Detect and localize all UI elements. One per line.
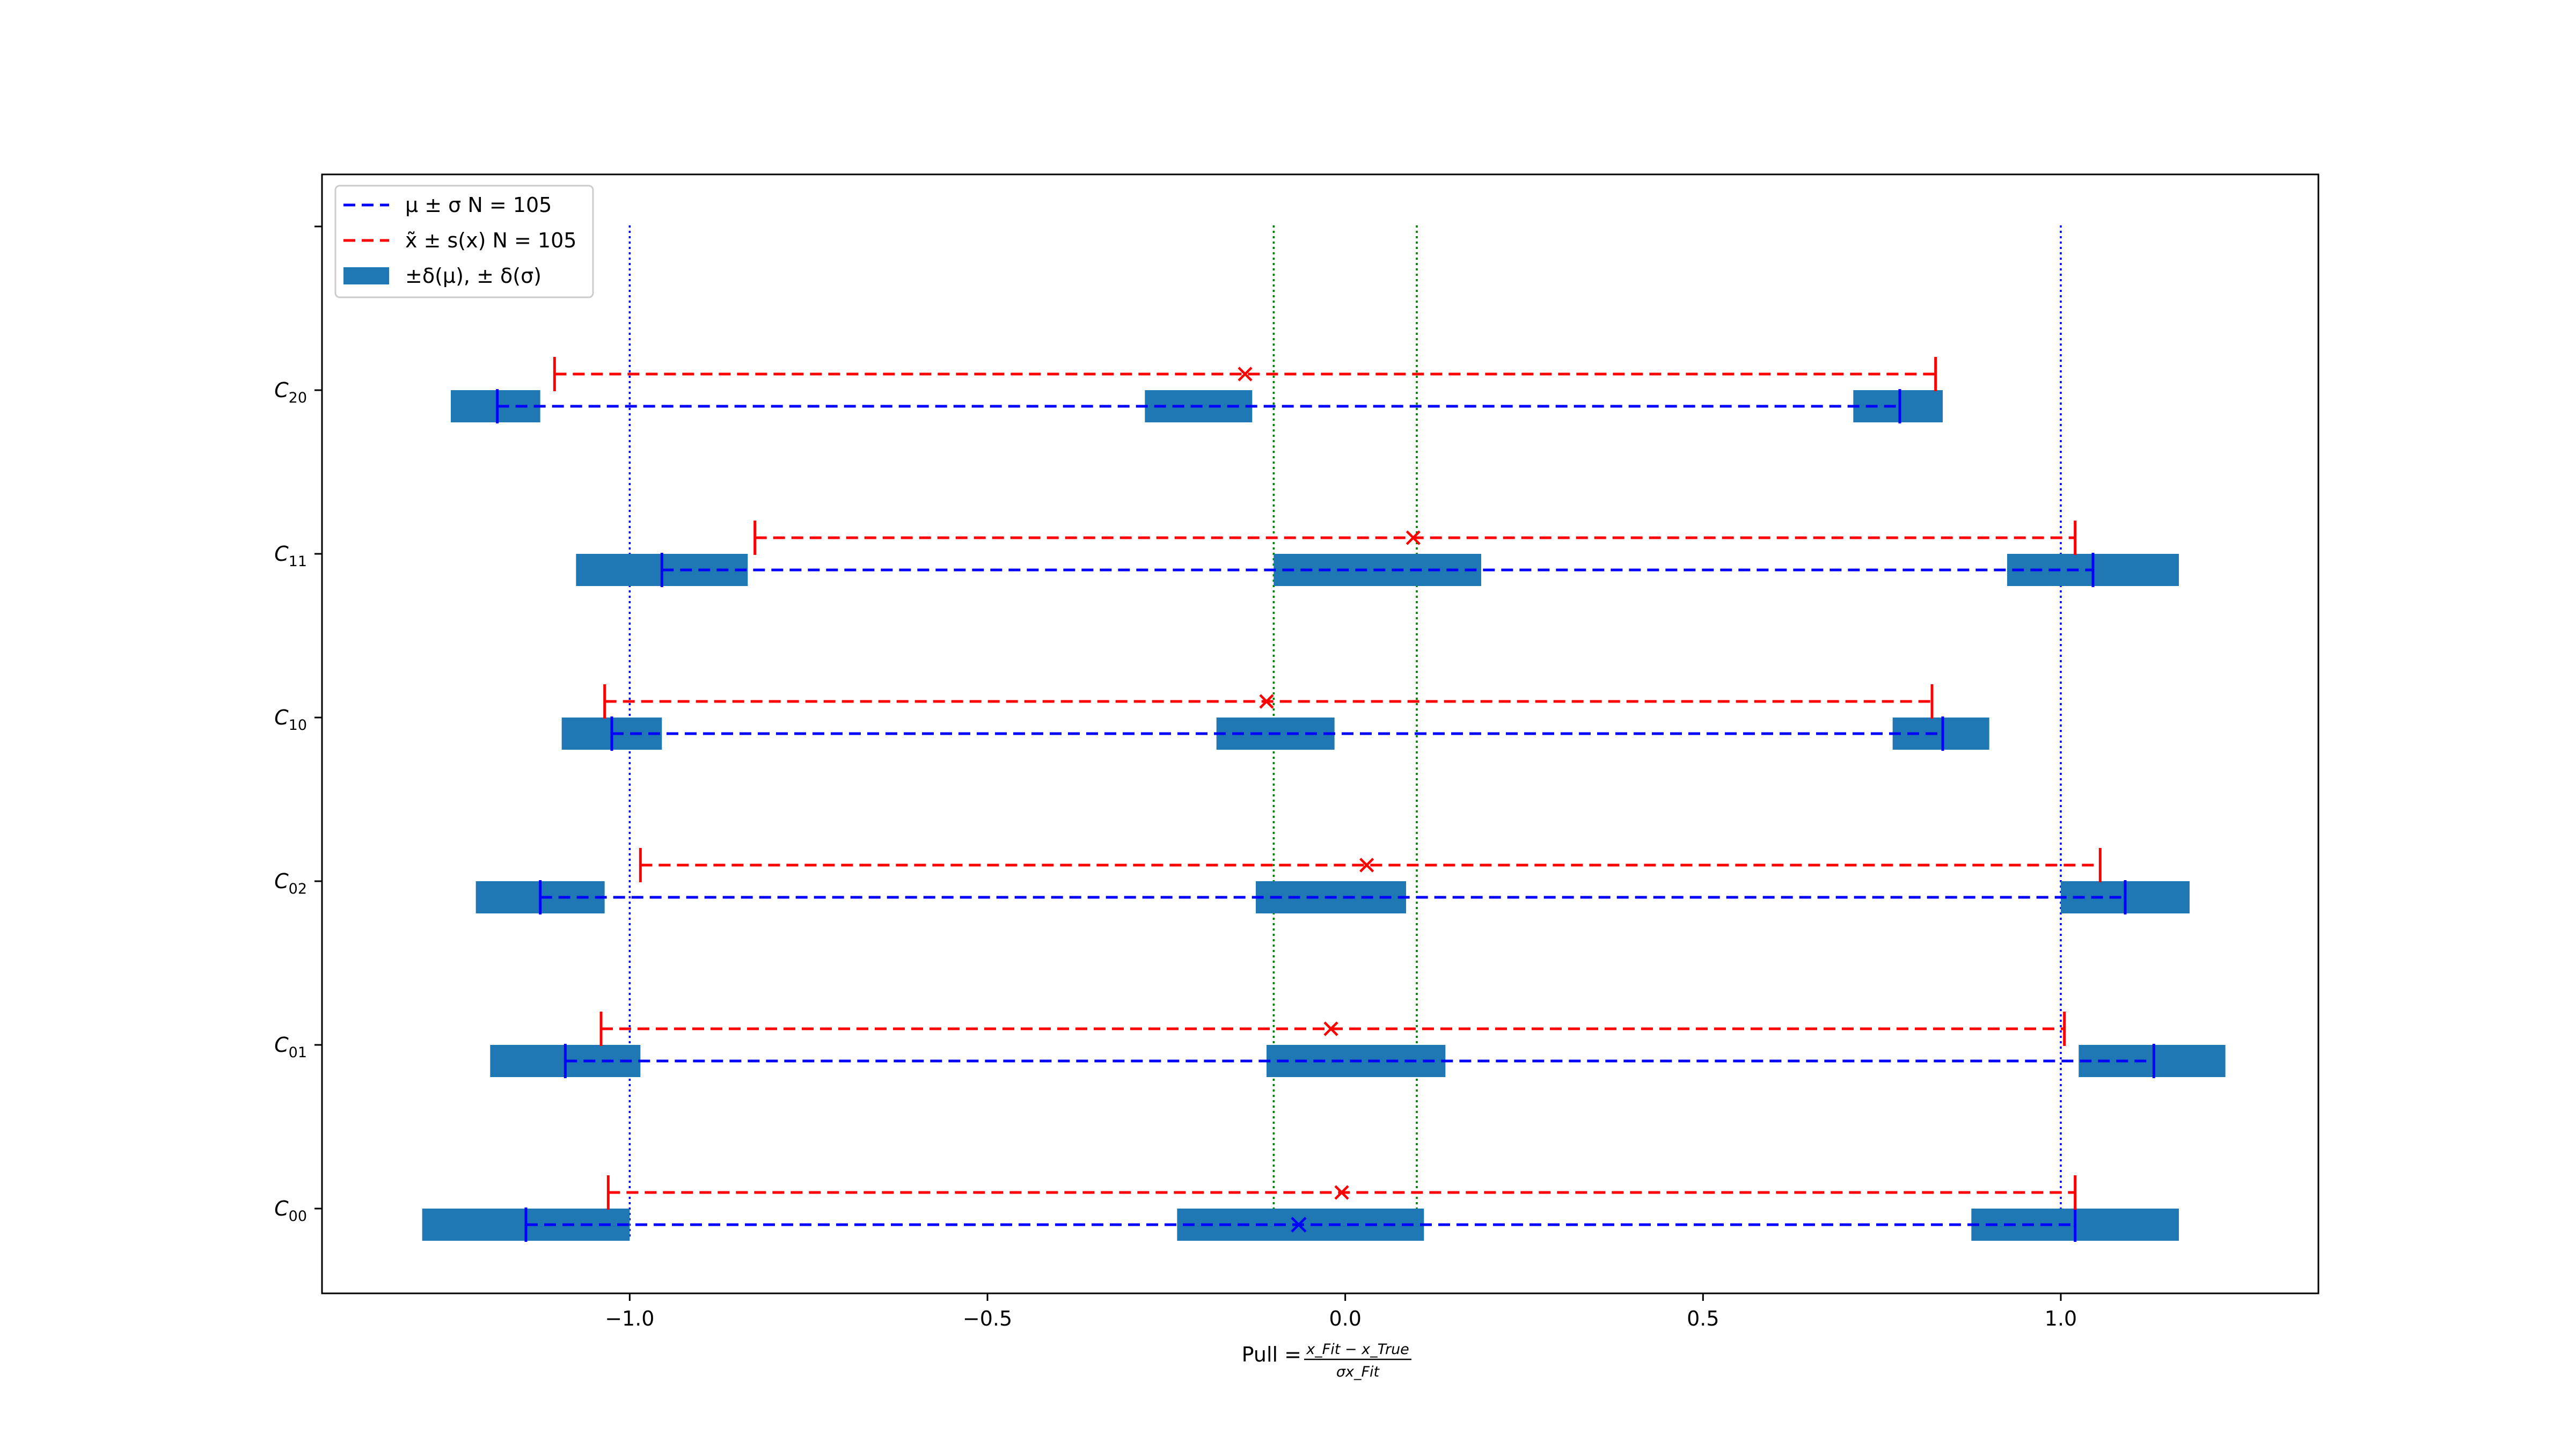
- legend-label: ±δ(μ), ± δ(σ): [405, 264, 541, 288]
- x-label-numerator: x_Fit − x_True: [1306, 1341, 1409, 1358]
- y-tick-label: C02: [274, 869, 307, 897]
- y-tick-label: C01: [274, 1033, 307, 1061]
- x-tick-label: −1.0: [605, 1307, 654, 1330]
- plot-frame: [321, 173, 2319, 1294]
- legend-label: μ ± σ N = 105: [405, 193, 552, 217]
- median-marker: [1259, 694, 1274, 709]
- x-tick-label: 0.0: [1329, 1307, 1361, 1330]
- legend: μ ± σ N = 105 x̃ ± s(x) N = 105 ±δ(μ), ± δ…: [334, 185, 594, 298]
- y-tick-label: C10: [274, 706, 307, 734]
- y-tick-label: C20: [274, 378, 307, 406]
- x-tick-label: 1.0: [2045, 1307, 2077, 1330]
- x-axis-ticks: −1.0 −0.5 0.0 0.5 1.0: [605, 1293, 2077, 1330]
- series-group: [496, 357, 2155, 1242]
- median-marker: [1238, 367, 1253, 382]
- uncertainty-boxes: [422, 390, 2226, 1241]
- legend-label: x̃ ± s(x) N = 105: [405, 229, 576, 252]
- y-axis-ticks: C00 C01 C02 C10 C11 C20: [274, 225, 322, 1225]
- median-marker: [1359, 858, 1374, 873]
- legend-swatch-patch: [343, 267, 389, 284]
- median-marker: [1323, 1021, 1338, 1036]
- legend-box: [334, 185, 594, 298]
- mu-marker: [1291, 1217, 1307, 1233]
- x-label-prefix: Pull =: [1242, 1343, 1301, 1366]
- median-marker: [1406, 530, 1421, 545]
- x-axis-label: Pull = x_Fit − x_True σx_Fit: [1242, 1341, 1411, 1380]
- x-tick-label: 0.5: [1687, 1307, 1719, 1330]
- y-tick-label: C11: [274, 542, 307, 570]
- y-tick-label: C00: [274, 1197, 307, 1225]
- median-marker: [1334, 1185, 1349, 1200]
- uncertainty-box-high: [1892, 718, 1989, 750]
- x-tick-label: −0.5: [963, 1307, 1012, 1330]
- x-label-denominator: σx_Fit: [1336, 1364, 1380, 1380]
